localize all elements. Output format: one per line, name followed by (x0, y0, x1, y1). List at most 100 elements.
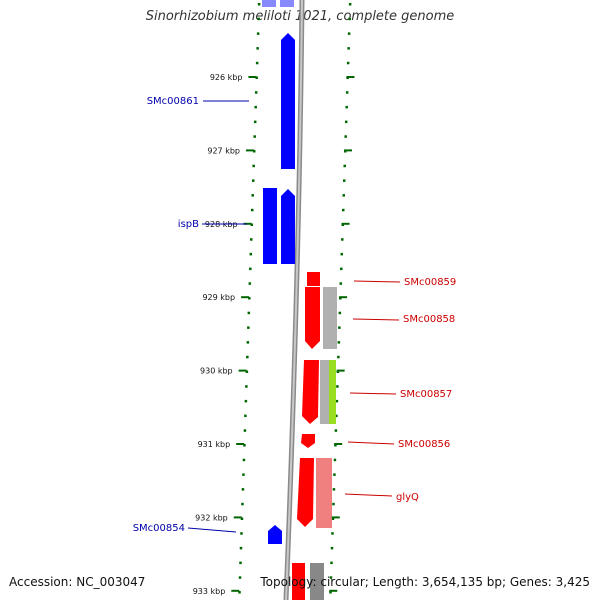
inner-ring-dot (257, 17, 260, 21)
outer-ring-dot (339, 297, 342, 300)
inner-ring-dot (256, 32, 260, 35)
outer-ring-dot (330, 561, 333, 565)
gene-feature-smc00856[interactable] (301, 434, 315, 448)
feature-block[interactable] (310, 563, 324, 600)
outer-ring-dot (339, 282, 343, 285)
inner-ring-dot (251, 208, 254, 212)
outer-ring-dot (330, 546, 334, 550)
inner-ring-dot (240, 532, 243, 535)
inner-ring-dot (244, 414, 247, 418)
outer-ring-dot (342, 208, 345, 212)
gray-feature[interactable] (323, 287, 337, 349)
dotted-guide-rings (238, 3, 352, 594)
outer-ring-dot (329, 591, 332, 594)
inner-ring-dot (250, 238, 253, 241)
gray-feature[interactable] (320, 360, 330, 424)
outer-ring-dot (334, 444, 337, 447)
inner-ring-dot (255, 76, 258, 79)
reverse-gene-labels: SMc00859 SMc00858 SMc00857 SMc00856 glyQ (344, 277, 456, 503)
accession-text: Accession: NC_003047 (9, 575, 146, 589)
inner-ring-dot (253, 120, 257, 124)
reverse-strand-features (292, 272, 337, 600)
outer-ring-dot (347, 47, 350, 50)
gene-feature-smc00854[interactable] (268, 525, 282, 544)
inner-ring-dot (249, 267, 252, 271)
outer-ring-dot (342, 194, 345, 197)
genome-summary-text: Topology: circular; Length: 3,654,135 bp… (260, 575, 590, 589)
inner-ring-dot (247, 311, 251, 315)
outer-ring-dot (346, 61, 350, 65)
gene-feature-ispb[interactable] (263, 188, 277, 264)
inner-ring-dot (249, 252, 253, 256)
outer-ring-dot (343, 164, 346, 168)
label-glyq[interactable]: glyQ (396, 492, 419, 503)
outer-ring-dot (335, 414, 338, 418)
label-smc00859[interactable]: SMc00859 (404, 277, 456, 288)
light-red-feature[interactable] (316, 458, 332, 528)
inner-ring-dot (238, 576, 242, 579)
outer-ring-dot (331, 517, 335, 520)
inner-ring-dot (243, 429, 247, 432)
inner-ring-dot (246, 355, 249, 359)
lime-feature[interactable] (329, 360, 336, 424)
inner-ring-dot (245, 370, 249, 373)
scale-tick-label: 926 kbp (210, 73, 243, 82)
inner-ring-dot (256, 47, 259, 50)
outer-ring-dot (344, 120, 348, 124)
label-smc00857[interactable]: SMc00857 (400, 389, 452, 400)
outer-ring-dot (337, 355, 340, 359)
scale-tick-label: 932 kbp (195, 513, 228, 522)
inner-ring-dot (247, 326, 250, 329)
outer-ring-dot (342, 179, 346, 182)
inner-ring-dot (246, 341, 250, 344)
gene-feature-smc00857[interactable] (302, 360, 319, 424)
outer-ring-dot (338, 326, 341, 329)
outer-ring-dot (338, 311, 342, 315)
scale-tick-label: 933 kbp (193, 587, 226, 596)
gene-feature-smc00861[interactable] (281, 33, 295, 169)
feature-block[interactable] (262, 0, 276, 7)
forward-gene-labels: SMc00861 ispB SMc00854 (133, 96, 249, 534)
gene-feature[interactable] (281, 189, 295, 264)
outer-ring-dot (347, 32, 351, 35)
outer-ring-dot (337, 341, 341, 344)
label-smc00858[interactable]: SMc00858 (403, 314, 455, 325)
gene-feature-smc00858[interactable] (305, 287, 320, 349)
inner-ring-dot (254, 105, 257, 109)
label-smc00854[interactable]: SMc00854 (133, 523, 185, 534)
inner-ring-dot (241, 488, 245, 491)
outer-ring-dot (336, 385, 339, 388)
outer-ring-dot (345, 105, 348, 109)
scale-tick-label: 927 kbp (207, 146, 240, 155)
label-ispb[interactable]: ispB (178, 219, 199, 230)
inner-ring-dot (251, 194, 254, 197)
inner-ring-dot (248, 297, 251, 300)
inner-ring-dot (243, 444, 246, 447)
label-smc00861[interactable]: SMc00861 (147, 96, 199, 107)
inner-ring-dot (244, 399, 248, 403)
feature-block[interactable] (280, 0, 294, 7)
outer-ring-dot (348, 3, 352, 6)
inner-ring-dot (250, 223, 254, 226)
inner-ring-dot (245, 385, 248, 388)
inner-ring-dot (242, 458, 246, 462)
label-smc00856[interactable]: SMc00856 (398, 439, 450, 450)
gene-feature-smc00859[interactable] (307, 272, 320, 286)
scale-tick-label: 929 kbp (202, 293, 235, 302)
outer-ring-dot (334, 429, 338, 432)
outer-ring-dot (341, 238, 344, 241)
outer-ring-dot (340, 267, 343, 271)
inner-ring-dot (251, 179, 255, 182)
inner-ring-dot (239, 546, 243, 550)
inner-ring-dot (257, 3, 261, 6)
feature-block[interactable] (292, 563, 305, 600)
outer-ring-dot (332, 488, 336, 491)
inner-ring-dot (253, 135, 256, 138)
outer-ring-dot (340, 252, 344, 256)
inner-ring-dot (248, 282, 252, 285)
outer-ring-dot (348, 17, 351, 21)
outer-ring-dot (333, 458, 337, 462)
outer-ring-dot (345, 91, 349, 94)
gene-feature-glyq[interactable] (297, 458, 314, 527)
